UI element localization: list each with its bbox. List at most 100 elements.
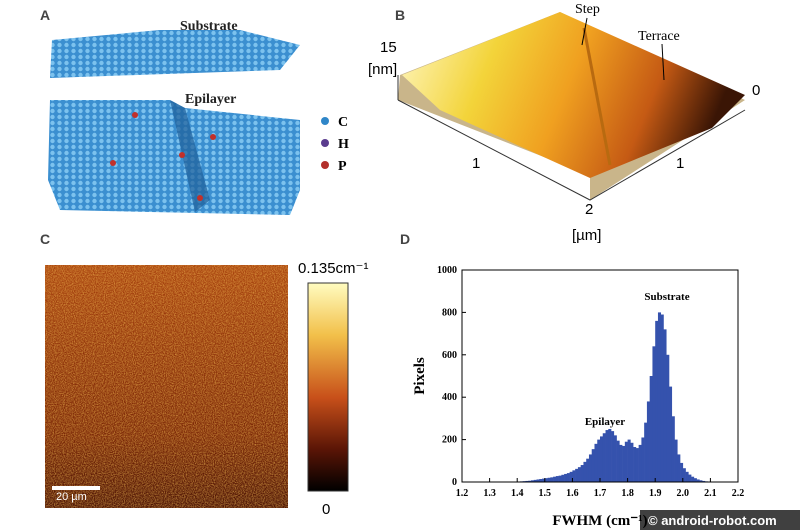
bar: [533, 479, 537, 482]
x-tick-label: 1.9: [649, 488, 662, 499]
bar: [638, 444, 642, 482]
bar: [635, 448, 639, 482]
panel-label: C: [40, 231, 50, 247]
bar: [622, 445, 626, 482]
bar: [555, 476, 559, 482]
bar: [630, 442, 634, 482]
x-tick: 1: [472, 155, 480, 172]
legend-label: P: [338, 159, 347, 174]
bar: [633, 447, 637, 482]
bar: [680, 462, 684, 482]
bar: [553, 476, 557, 482]
bar: [611, 431, 615, 482]
bar: [600, 436, 604, 482]
bar: [591, 449, 595, 482]
substrate-label: Substrate: [180, 19, 238, 34]
bar: [649, 376, 653, 482]
bar: [575, 468, 579, 482]
bar: [699, 480, 703, 482]
panel-label: A: [40, 7, 50, 23]
y-tick-label: 800: [442, 307, 457, 318]
phosphorus-atoms: [110, 112, 216, 201]
bar: [691, 476, 695, 482]
y-tick-label: 1000: [437, 265, 457, 276]
legend-label: H: [338, 137, 349, 152]
bar: [655, 320, 659, 482]
legend-dot: [321, 139, 329, 147]
bar: [646, 401, 650, 482]
colorbar-min: 0: [322, 501, 330, 518]
legend-dot: [321, 161, 329, 169]
x-tick-label: 1.5: [539, 488, 552, 499]
bar: [616, 440, 620, 482]
panel-label: D: [400, 231, 410, 247]
bar: [544, 478, 548, 482]
bar: [696, 479, 700, 482]
bar: [531, 480, 535, 482]
bar: [608, 429, 612, 482]
step-arrow: [581, 17, 588, 46]
z-max: 15: [380, 39, 397, 56]
bar: [577, 467, 581, 482]
y-tick-label: 200: [442, 435, 457, 446]
y-tick-label: 600: [442, 350, 457, 361]
epilayer-slab: [48, 100, 300, 215]
bar: [657, 312, 662, 482]
scale-bar-label: 20 µm: [56, 491, 87, 503]
legend-label: C: [338, 115, 348, 130]
bar: [602, 433, 606, 482]
substrate-slab: [50, 30, 300, 78]
bar: [688, 474, 692, 482]
x-tick-label: 1.6: [566, 488, 579, 499]
step-edge: [582, 27, 612, 166]
bar: [569, 471, 573, 482]
bar: [561, 474, 565, 482]
x-tick-label: 1.4: [511, 488, 524, 499]
x-tick-label: 1.3: [483, 488, 496, 499]
z-min: 0: [752, 82, 760, 99]
bar: [583, 461, 587, 482]
bar: [677, 454, 681, 482]
colorbar: [307, 282, 349, 492]
y-tick-label: 400: [442, 392, 457, 403]
terrace-arrow: [661, 43, 665, 81]
scale-bar: [52, 486, 100, 490]
axis-box: [397, 99, 746, 201]
bar: [528, 480, 532, 482]
x-tick-label: 2.2: [732, 488, 745, 499]
bar: [641, 437, 645, 482]
histogram-chart: 1.2 1.3 1.4 1.5 1.6 1.7 1.8 1.9 2.0 2.1 2.2 0 200 400…: [412, 265, 744, 529]
legend-dot: [321, 117, 329, 125]
bar: [627, 439, 631, 482]
x-tick-label: 1.7: [594, 488, 607, 499]
bar: [580, 465, 584, 482]
bar: [558, 475, 562, 482]
bar: [660, 314, 664, 482]
panel-label: B: [395, 7, 405, 23]
bar: [547, 477, 551, 482]
bar: [702, 480, 706, 482]
bar: [619, 444, 623, 482]
bar: [564, 473, 568, 482]
y-tick-end: 2: [585, 201, 593, 218]
y-tick-label: 0: [452, 477, 457, 488]
annotation: Epilayer: [585, 416, 625, 428]
bar: [542, 478, 546, 482]
bar: [550, 477, 554, 482]
bar: [588, 454, 593, 482]
y-tick: 1: [676, 155, 684, 172]
bar: [685, 471, 689, 482]
bar: [605, 430, 609, 482]
x-tick-label: 2.1: [704, 488, 717, 499]
bar: [674, 439, 678, 482]
y-axis-label: Pixels: [412, 357, 428, 395]
raman-map-texture: [45, 265, 288, 508]
xy-unit: [µm]: [572, 227, 601, 244]
terrace-label: Terrace: [638, 29, 680, 44]
watermark-bg: [640, 510, 800, 530]
bar: [644, 422, 648, 482]
epilayer-step: [170, 100, 210, 212]
bar: [536, 479, 540, 482]
watermark: © android-robot.com: [648, 513, 777, 528]
